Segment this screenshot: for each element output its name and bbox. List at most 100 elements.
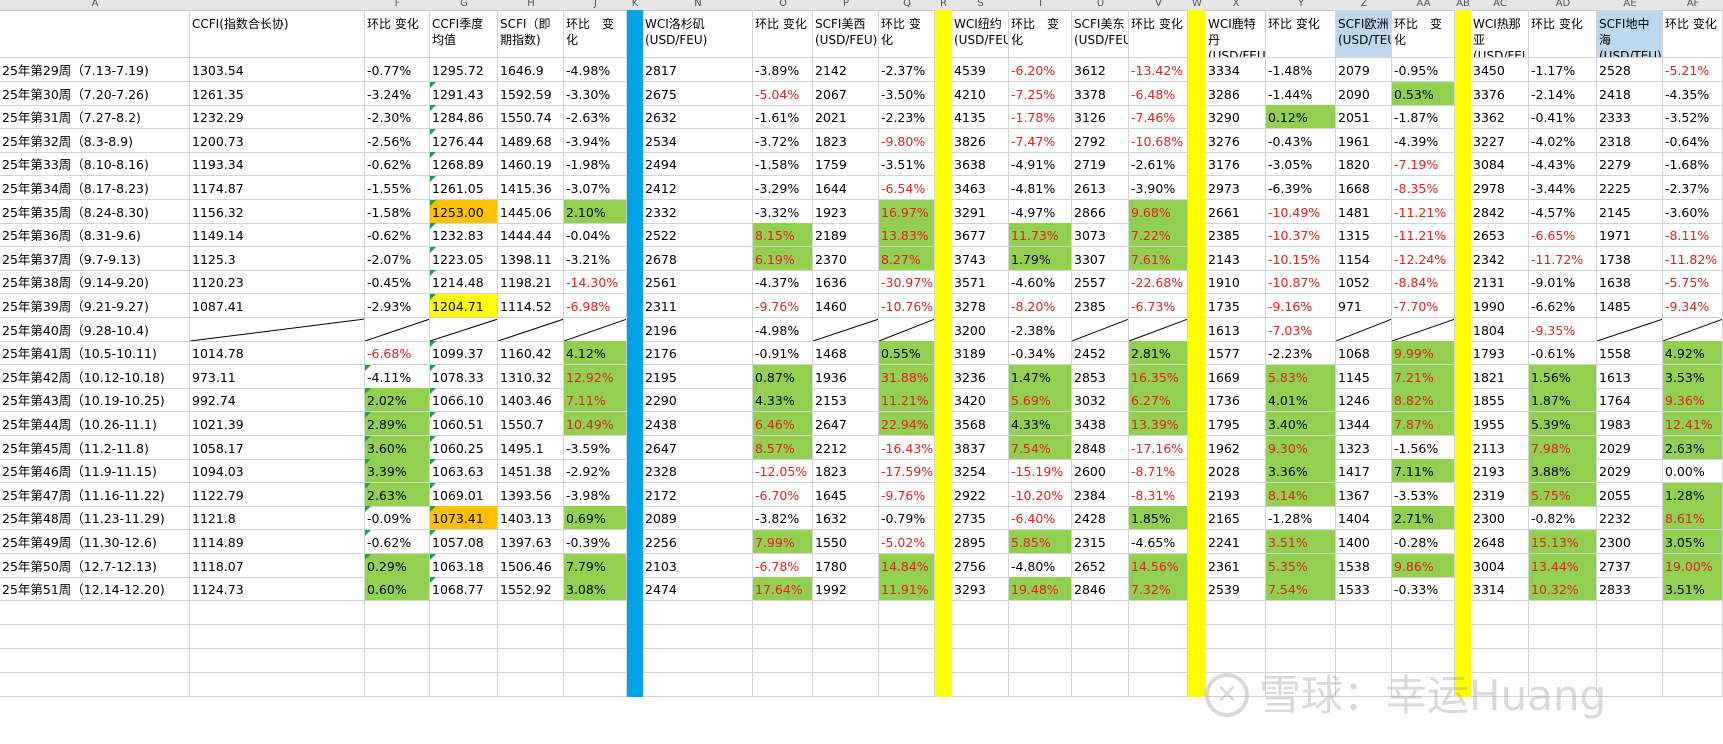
table-cell[interactable]: 1323: [1336, 436, 1392, 460]
table-cell[interactable]: 4.01%: [1266, 388, 1336, 412]
table-cell[interactable]: 16.97%: [879, 200, 935, 224]
empty-cell[interactable]: [813, 649, 879, 673]
table-cell[interactable]: 1057.08: [430, 530, 498, 554]
separator-column[interactable]: [627, 365, 643, 389]
table-cell[interactable]: -4.35%: [1663, 82, 1723, 106]
empty-cell[interactable]: [753, 625, 813, 649]
separator-column[interactable]: [627, 176, 643, 200]
separator-column[interactable]: [1188, 483, 1206, 507]
separator-column[interactable]: [1455, 388, 1471, 412]
separator-column[interactable]: [1455, 412, 1471, 436]
row-label-cell[interactable]: 25年第44周（10.26-11.1): [0, 412, 190, 436]
separator-column[interactable]: [627, 270, 643, 294]
table-cell[interactable]: 3290: [1206, 105, 1266, 129]
table-cell[interactable]: -2.37%: [879, 58, 935, 82]
table-cell[interactable]: -6.20%: [1009, 58, 1072, 82]
table-cell[interactable]: -9.01%: [1529, 270, 1597, 294]
table-cell[interactable]: 16.35%: [1129, 365, 1188, 389]
table-cell[interactable]: 1397.63: [498, 530, 564, 554]
table-cell[interactable]: -8.20%: [1009, 294, 1072, 318]
table-cell[interactable]: 7.79%: [564, 554, 627, 578]
table-cell[interactable]: -0.04%: [564, 223, 627, 247]
separator-column[interactable]: [1455, 82, 1471, 106]
table-cell[interactable]: 1592.59: [498, 82, 564, 106]
empty-cell[interactable]: [564, 673, 627, 697]
table-cell[interactable]: 1099.37: [430, 341, 498, 365]
table-cell[interactable]: 2.81%: [1129, 341, 1188, 365]
table-cell[interactable]: 1636: [813, 270, 879, 294]
separator-column[interactable]: [1188, 459, 1206, 483]
empty-cell[interactable]: [1529, 601, 1597, 625]
table-cell[interactable]: 2866: [1072, 200, 1129, 224]
table-cell[interactable]: 1291.43: [430, 82, 498, 106]
table-cell[interactable]: [1072, 318, 1129, 342]
table-cell[interactable]: [1336, 318, 1392, 342]
table-cell[interactable]: -0.95%: [1392, 58, 1455, 82]
table-cell[interactable]: 1087.41: [190, 294, 365, 318]
table-cell[interactable]: -0.28%: [1392, 530, 1455, 554]
separator-column[interactable]: [1188, 129, 1206, 153]
separator-column[interactable]: [1455, 129, 1471, 153]
table-cell[interactable]: 1992: [813, 577, 879, 601]
table-cell[interactable]: 1552.92: [498, 577, 564, 601]
table-cell[interactable]: 2212: [813, 436, 879, 460]
column-letter-x[interactable]: [190, 0, 365, 10]
table-cell[interactable]: -2.93%: [365, 294, 430, 318]
empty-cell[interactable]: [190, 601, 365, 625]
separator-column[interactable]: [1455, 625, 1471, 649]
separator-column[interactable]: [627, 649, 643, 673]
separator-column[interactable]: [1455, 247, 1471, 271]
table-cell[interactable]: -3.29%: [753, 176, 813, 200]
table-cell[interactable]: -7.70%: [1392, 294, 1455, 318]
table-cell[interactable]: -0.91%: [753, 341, 813, 365]
table-cell[interactable]: 9.99%: [1392, 341, 1455, 365]
table-cell[interactable]: 2848: [1072, 436, 1129, 460]
table-cell[interactable]: 2300: [1597, 530, 1663, 554]
empty-cell[interactable]: [1266, 601, 1336, 625]
table-cell[interactable]: 2332: [643, 200, 753, 224]
separator-column[interactable]: [1188, 577, 1206, 601]
table-cell[interactable]: 1068.77: [430, 577, 498, 601]
separator-column[interactable]: [1188, 200, 1206, 224]
table-cell[interactable]: 5.35%: [1266, 554, 1336, 578]
table-cell[interactable]: 1118.07: [190, 554, 365, 578]
separator-column[interactable]: [1455, 223, 1471, 247]
table-cell[interactable]: -10.68%: [1129, 129, 1188, 153]
row-label-cell[interactable]: 25年第29周（7.13-7.19): [0, 58, 190, 82]
empty-cell[interactable]: [365, 673, 430, 697]
table-cell[interactable]: -4.91%: [1009, 152, 1072, 176]
table-cell[interactable]: 7.54%: [1009, 436, 1072, 460]
separator-column[interactable]: [1455, 176, 1471, 200]
table-cell[interactable]: -11.72%: [1529, 247, 1597, 271]
separator-column[interactable]: [1455, 318, 1471, 342]
table-cell[interactable]: 2300: [1471, 506, 1529, 530]
table-cell[interactable]: 1160.42: [498, 341, 564, 365]
table-cell[interactable]: 2613: [1072, 176, 1129, 200]
column-letter-z[interactable]: Z: [1360, 0, 1368, 9]
table-cell[interactable]: 2370: [813, 247, 879, 271]
separator-column[interactable]: [1455, 105, 1471, 129]
table-cell[interactable]: 4135: [952, 105, 1009, 129]
table-cell[interactable]: 7.54%: [1266, 577, 1336, 601]
empty-cell[interactable]: [1336, 649, 1392, 673]
table-cell[interactable]: 7.21%: [1392, 365, 1455, 389]
column-letter-s[interactable]: S: [977, 0, 984, 9]
row-label-cell[interactable]: 25年第36周（8.31-9.6): [0, 223, 190, 247]
separator-column[interactable]: [627, 58, 643, 82]
empty-cell[interactable]: [1266, 673, 1336, 697]
table-cell[interactable]: 7.99%: [753, 530, 813, 554]
table-cell[interactable]: 1506.46: [498, 554, 564, 578]
table-cell[interactable]: 3438: [1072, 412, 1129, 436]
separator-column[interactable]: [627, 129, 643, 153]
table-cell[interactable]: 6.19%: [753, 247, 813, 271]
column-letter-r[interactable]: R: [940, 0, 947, 9]
empty-cell[interactable]: [879, 625, 935, 649]
table-cell[interactable]: 1738: [1597, 247, 1663, 271]
separator-column[interactable]: [935, 673, 952, 697]
separator-column[interactable]: [1188, 152, 1206, 176]
column-letter-q[interactable]: Q: [903, 0, 911, 9]
separator-column[interactable]: [1188, 673, 1206, 697]
table-cell[interactable]: 2384: [1072, 483, 1129, 507]
table-cell[interactable]: 2153: [813, 388, 879, 412]
table-cell[interactable]: 15.13%: [1529, 530, 1597, 554]
